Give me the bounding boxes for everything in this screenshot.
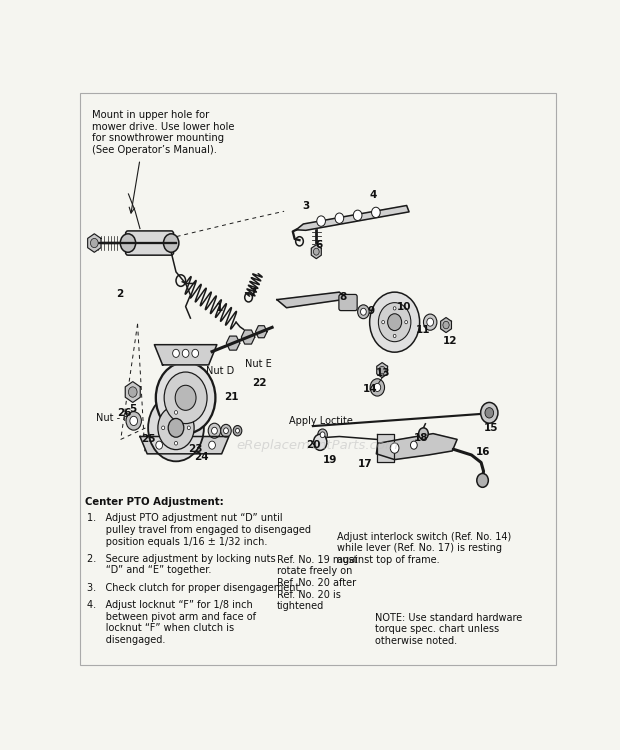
Circle shape: [164, 372, 207, 424]
Text: 8: 8: [340, 292, 347, 302]
Polygon shape: [241, 330, 255, 344]
Circle shape: [370, 379, 384, 396]
Polygon shape: [255, 326, 267, 338]
Text: 17: 17: [358, 459, 372, 470]
Circle shape: [360, 308, 366, 315]
Polygon shape: [125, 382, 140, 403]
Text: 24: 24: [194, 452, 209, 462]
Circle shape: [148, 394, 204, 461]
Text: eReplacementParts.com: eReplacementParts.com: [237, 439, 399, 452]
Polygon shape: [140, 436, 229, 454]
Circle shape: [233, 425, 242, 436]
Text: NOTE: Use standard hardware
torque spec. chart unless
otherwise noted.: NOTE: Use standard hardware torque spec.…: [376, 613, 523, 646]
Text: 10: 10: [397, 302, 412, 311]
Polygon shape: [377, 433, 394, 463]
Circle shape: [126, 412, 141, 430]
Circle shape: [423, 314, 437, 330]
Polygon shape: [377, 362, 388, 377]
Circle shape: [192, 350, 198, 358]
Circle shape: [168, 419, 184, 437]
Circle shape: [317, 429, 327, 440]
Circle shape: [353, 210, 362, 220]
Circle shape: [317, 216, 326, 226]
Circle shape: [221, 424, 231, 437]
Text: 1: 1: [216, 303, 223, 313]
Text: Apply Loctite.: Apply Loctite.: [289, 416, 356, 426]
Circle shape: [174, 410, 177, 414]
Circle shape: [120, 234, 136, 252]
Circle shape: [224, 427, 228, 433]
Polygon shape: [296, 206, 409, 230]
Circle shape: [156, 441, 162, 449]
Text: Nut E: Nut E: [245, 359, 272, 369]
Circle shape: [320, 432, 325, 438]
Text: Adjust interlock switch (Ref. No. 14)
while lever (Ref. No. 17) is resting
again: Adjust interlock switch (Ref. No. 14) wh…: [337, 532, 512, 565]
Circle shape: [378, 303, 411, 342]
Text: 22: 22: [252, 378, 267, 388]
Circle shape: [209, 441, 215, 449]
Text: 16: 16: [476, 446, 491, 457]
Text: 3: 3: [302, 201, 309, 211]
Circle shape: [164, 234, 179, 252]
Circle shape: [236, 428, 239, 433]
Circle shape: [393, 307, 396, 310]
Text: 1.   Adjust PTO adjustment nut “D” until
      pulley travel from engaged to dis: 1. Adjust PTO adjustment nut “D” until p…: [87, 513, 311, 547]
Circle shape: [335, 213, 343, 223]
Text: 26: 26: [117, 409, 132, 419]
Polygon shape: [311, 244, 321, 259]
Text: 2: 2: [116, 289, 123, 298]
Circle shape: [370, 292, 420, 352]
Circle shape: [187, 426, 190, 430]
Text: 4.   Adjust locknut “F” for 1/8 inch
      between pivot arm and face of
      l: 4. Adjust locknut “F” for 1/8 inch betwe…: [87, 600, 256, 645]
Circle shape: [480, 403, 498, 423]
Circle shape: [374, 383, 381, 392]
Circle shape: [477, 473, 489, 488]
Circle shape: [130, 416, 138, 425]
Circle shape: [128, 387, 137, 398]
Circle shape: [405, 320, 407, 324]
Text: 2.   Secure adjustment by locking nuts
      “D” and “E” together.: 2. Secure adjustment by locking nuts “D”…: [87, 554, 276, 575]
Circle shape: [182, 350, 189, 358]
Text: 11: 11: [416, 325, 431, 334]
Text: Ref. No. 19 must
rotate freely on
Ref. No. 20 after
Ref. No. 20 is
tightened: Ref. No. 19 must rotate freely on Ref. N…: [277, 555, 358, 611]
Circle shape: [158, 406, 194, 449]
Circle shape: [393, 334, 396, 338]
Circle shape: [388, 314, 402, 331]
Circle shape: [314, 248, 319, 255]
Circle shape: [371, 207, 380, 218]
Text: 23: 23: [188, 444, 203, 454]
Text: 9: 9: [367, 305, 374, 316]
Circle shape: [211, 427, 218, 434]
Circle shape: [485, 408, 494, 418]
FancyBboxPatch shape: [125, 231, 174, 255]
FancyBboxPatch shape: [339, 295, 357, 310]
Polygon shape: [277, 292, 347, 308]
Text: 18: 18: [414, 433, 429, 442]
Polygon shape: [376, 433, 457, 460]
Circle shape: [175, 386, 196, 410]
Text: 13: 13: [375, 368, 390, 378]
Text: 14: 14: [363, 384, 378, 394]
Text: 25: 25: [141, 434, 156, 445]
Circle shape: [314, 434, 327, 450]
Polygon shape: [154, 345, 217, 365]
Circle shape: [156, 362, 215, 434]
Text: Nut - F: Nut - F: [95, 413, 128, 423]
Text: 5: 5: [129, 404, 136, 414]
Circle shape: [410, 441, 417, 449]
Circle shape: [427, 318, 433, 326]
Text: 15: 15: [484, 423, 498, 433]
Circle shape: [208, 423, 221, 438]
Polygon shape: [441, 317, 451, 332]
Text: 21: 21: [224, 392, 239, 402]
Text: 3.   Check clutch for proper disengagement.: 3. Check clutch for proper disengagement…: [87, 583, 303, 592]
Text: Nut D: Nut D: [206, 366, 234, 376]
Text: 6: 6: [315, 240, 322, 250]
Polygon shape: [87, 234, 101, 252]
Circle shape: [379, 366, 385, 374]
Text: 20: 20: [306, 440, 320, 450]
Circle shape: [358, 304, 369, 319]
Circle shape: [391, 442, 399, 453]
Text: 4: 4: [370, 190, 377, 200]
Text: 19: 19: [322, 454, 337, 464]
